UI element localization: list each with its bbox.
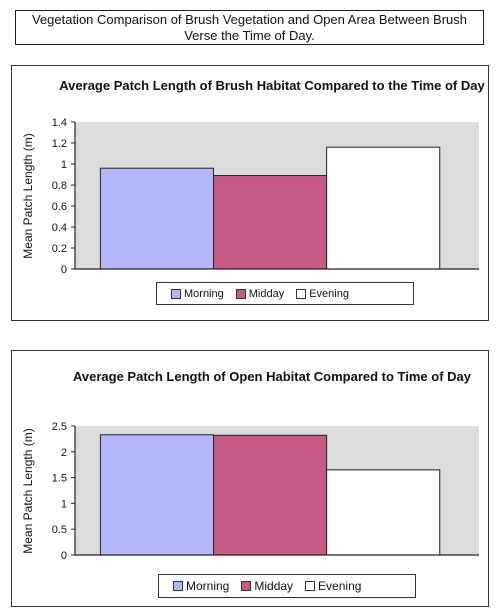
y-axis-label: Mean Patch Length (m) — [21, 133, 35, 258]
y-tick-label: 0.6 — [52, 201, 67, 213]
y-axis-label: Mean Patch Length (m) — [21, 428, 35, 553]
y-tick-label: 1.2 — [52, 138, 67, 150]
y-tick-label: 0.8 — [52, 180, 67, 192]
bar-evening — [326, 469, 441, 556]
bar-evening — [326, 146, 441, 270]
legend-label: Midday — [254, 579, 294, 593]
y-tick-label: 0.5 — [52, 524, 67, 536]
y-tick-label: 0 — [61, 264, 67, 276]
bar-midday — [213, 434, 328, 556]
legend-swatch-morning — [173, 581, 183, 591]
y-tick-label: 2.5 — [52, 421, 67, 433]
y-tick-label: 2 — [61, 447, 67, 459]
legend-label: Morning — [186, 579, 230, 593]
legend-swatch-morning — [171, 288, 181, 299]
chart-legend: Morning Midday Evening — [156, 282, 414, 305]
brush-habitat-chart: 0 0.2 0.4 0.6 0.8 1 1.2 1.4 Mean Patch Length (m… — [11, 65, 489, 321]
bar-midday — [213, 175, 328, 270]
y-tick-label: 0.4 — [52, 222, 67, 234]
legend-item-evening: Evening — [296, 288, 349, 300]
legend-label: Evening — [318, 579, 362, 593]
legend-item-midday: Midday — [241, 579, 293, 593]
chart-title: Average Patch Length of Open Habitat Com… — [72, 369, 471, 384]
y-tick-label: 1 — [61, 159, 67, 171]
legend-label: Morning — [184, 287, 224, 300]
page-title: Vegetation Comparison of Brush Vegetatio… — [15, 10, 484, 45]
bar-morning — [99, 434, 215, 556]
y-tick-label: 0.2 — [52, 243, 67, 255]
y-tick-label: 0 — [61, 550, 67, 562]
legend-item-morning: Morning — [173, 579, 229, 593]
legend-swatch-midday — [235, 288, 246, 299]
legend-item-morning: Morning — [171, 288, 224, 300]
legend-label: Midday — [248, 287, 285, 300]
legend-label: Evening — [309, 287, 349, 300]
legend-swatch-evening — [296, 288, 307, 299]
legend-item-evening: Evening — [305, 579, 361, 593]
chart-legend: Morning Midday Evening — [158, 574, 416, 598]
open-chart-svg: 0 0.5 1 1.5 2 2.5 Mean Patch Length (m) — [21, 421, 479, 562]
legend-swatch-evening — [305, 581, 316, 591]
legend-swatch-midday — [241, 581, 252, 591]
bar-morning — [99, 167, 215, 270]
legend-item-midday: Midday — [235, 287, 285, 300]
y-tick-label: 1.5 — [52, 473, 67, 485]
y-tick-label: 1.4 — [52, 117, 67, 129]
y-tick-label: 1 — [61, 498, 67, 510]
chart-title: Average Patch Length of Brush Habitat Co… — [59, 78, 485, 93]
open-habitat-chart: 0 0.5 1 1.5 2 2.5 Mean Patch Length (m) Averag… — [11, 350, 489, 607]
brush-chart-svg: 0 0.2 0.4 0.6 0.8 1 1.2 1.4 Mean Patch Length (m… — [21, 117, 479, 276]
